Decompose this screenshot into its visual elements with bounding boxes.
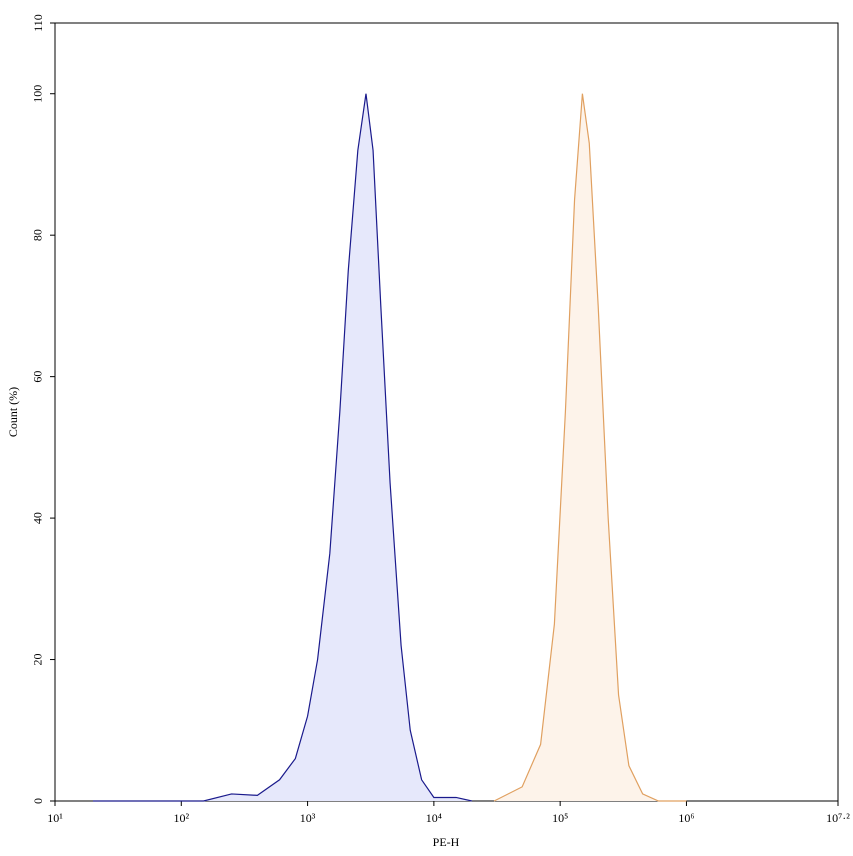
y-axis-label: Count (%) (6, 387, 20, 437)
x-tick-label: 10¹ (47, 811, 63, 825)
x-tick-label: 10³ (300, 811, 316, 825)
area-line (93, 93, 473, 802)
x-tick-label: 10² (173, 811, 189, 825)
y-tick-label: 40 (31, 512, 45, 524)
area-fill (93, 93, 472, 801)
plot-frame (54, 22, 839, 802)
y-tick-label: 20 (31, 654, 45, 666)
y-tick-label: 110 (31, 14, 45, 32)
x-axis-label: PE-H (433, 835, 460, 849)
x-tick-label: 10⁶ (678, 811, 694, 825)
y-tick-label: 80 (31, 229, 45, 241)
y-tick-label: 0 (31, 798, 45, 804)
y-tick-label: 100 (31, 85, 45, 103)
area-fill (494, 93, 687, 801)
x-tick-label: 10⁴ (426, 811, 442, 825)
x-tick-label: 10⁷·² (826, 811, 850, 825)
area-line (493, 93, 687, 802)
x-tick-label: 10⁵ (552, 811, 568, 825)
y-tick-label: 60 (31, 371, 45, 383)
